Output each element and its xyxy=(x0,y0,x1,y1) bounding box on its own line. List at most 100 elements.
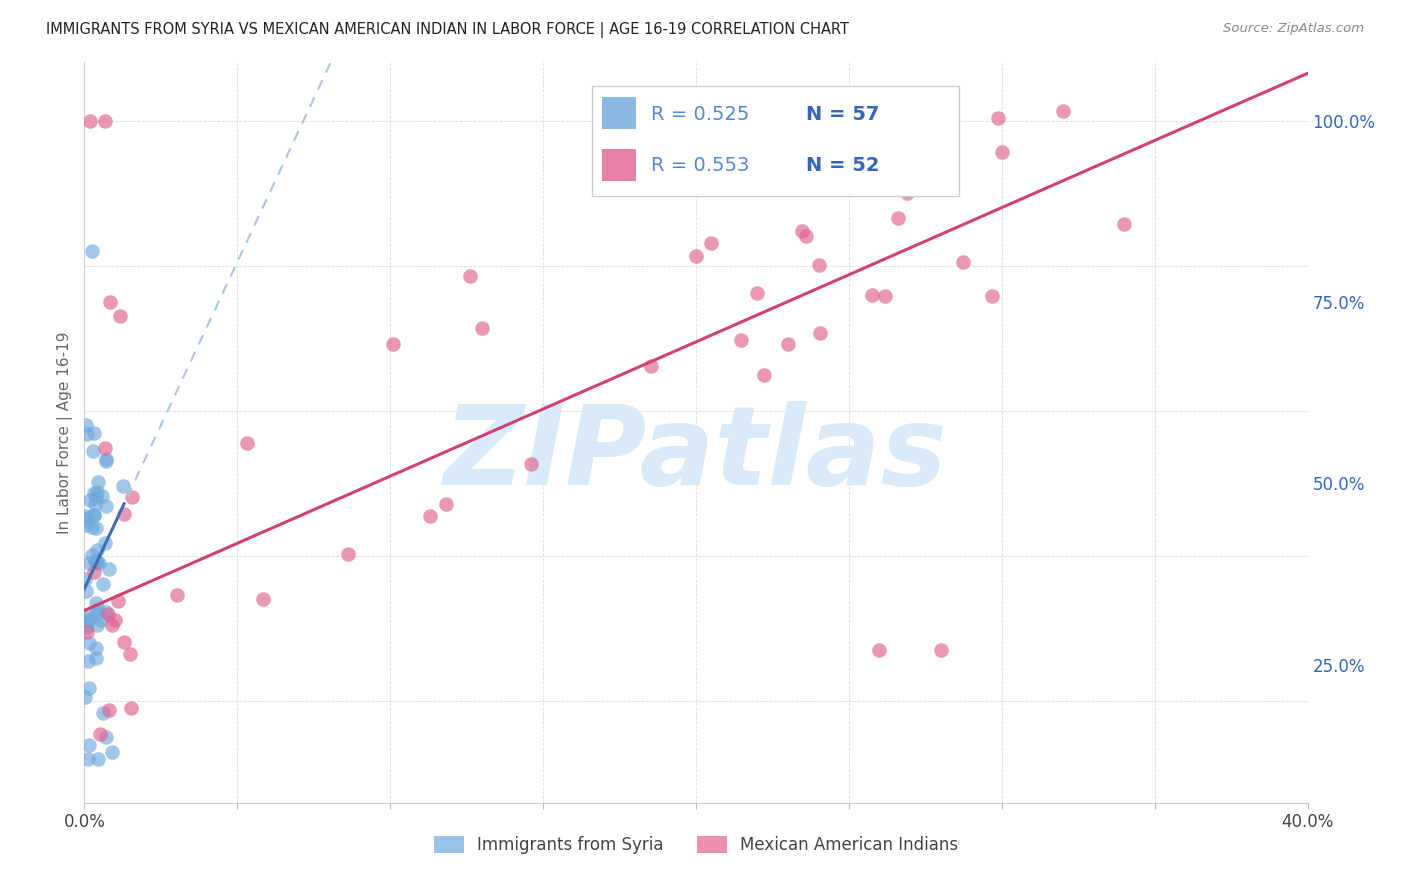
Point xyxy=(76,510,98,524)
Point xyxy=(87,475,110,489)
Point xyxy=(236,436,259,450)
Point xyxy=(77,654,100,668)
Text: R = 0.553: R = 0.553 xyxy=(651,156,749,176)
Point xyxy=(86,543,108,558)
Point xyxy=(94,454,117,468)
Text: Source: ZipAtlas.com: Source: ZipAtlas.com xyxy=(1223,22,1364,36)
Point xyxy=(84,641,107,656)
Point xyxy=(873,289,896,303)
Point xyxy=(640,359,662,374)
Point xyxy=(77,738,100,752)
Point xyxy=(86,485,108,500)
Point xyxy=(89,727,111,741)
Point xyxy=(94,452,117,467)
Point xyxy=(84,491,107,505)
Point xyxy=(84,521,107,535)
Point xyxy=(76,608,98,623)
Point xyxy=(76,613,98,627)
Point xyxy=(382,336,405,351)
Bar xyxy=(602,149,636,181)
Point xyxy=(83,425,105,440)
Point xyxy=(96,731,118,745)
Point xyxy=(75,573,97,587)
Point xyxy=(86,555,108,569)
Point xyxy=(75,584,97,599)
Point xyxy=(76,427,98,442)
Point xyxy=(100,618,122,632)
Point xyxy=(84,650,107,665)
Y-axis label: In Labor Force | Age 16-19: In Labor Force | Age 16-19 xyxy=(58,331,73,534)
Point xyxy=(94,113,117,128)
Point xyxy=(76,625,98,640)
Point xyxy=(83,554,105,568)
Point xyxy=(83,508,105,523)
Text: IMMIGRANTS FROM SYRIA VS MEXICAN AMERICAN INDIAN IN LABOR FORCE | AGE 16-19 CORR: IMMIGRANTS FROM SYRIA VS MEXICAN AMERICA… xyxy=(46,22,849,38)
Point xyxy=(94,605,117,619)
Text: N = 52: N = 52 xyxy=(806,156,880,176)
Point xyxy=(699,235,721,250)
Point xyxy=(93,441,115,455)
Point xyxy=(112,507,135,521)
FancyBboxPatch shape xyxy=(592,87,959,195)
Point xyxy=(79,557,101,571)
Point xyxy=(104,614,127,628)
Point xyxy=(336,547,359,561)
Point xyxy=(91,577,114,591)
Point xyxy=(808,258,831,272)
Point xyxy=(79,681,101,696)
Point xyxy=(981,289,1004,303)
Point xyxy=(252,591,274,606)
Point xyxy=(86,618,108,632)
Point xyxy=(83,486,105,500)
Point xyxy=(121,491,143,505)
Point xyxy=(75,417,97,432)
Point xyxy=(97,562,120,576)
Point xyxy=(471,320,494,334)
Point xyxy=(419,508,441,523)
Point xyxy=(83,497,105,511)
Point xyxy=(166,588,188,602)
Point xyxy=(97,607,120,622)
Point xyxy=(118,647,141,661)
Point xyxy=(1114,218,1136,232)
Point xyxy=(887,211,910,225)
Point xyxy=(747,286,769,301)
Point xyxy=(77,636,100,650)
Point xyxy=(83,508,105,522)
Point xyxy=(79,113,101,128)
Point xyxy=(86,606,108,620)
Point xyxy=(76,619,98,633)
Point xyxy=(87,752,110,766)
Point xyxy=(987,111,1010,125)
Point xyxy=(808,326,831,341)
Point xyxy=(520,457,543,471)
Point xyxy=(120,701,142,715)
Point xyxy=(790,224,813,238)
Point xyxy=(94,500,117,514)
Point xyxy=(929,643,952,657)
Point xyxy=(100,745,122,759)
Point xyxy=(896,186,918,200)
Point xyxy=(112,635,135,649)
Point xyxy=(82,443,104,458)
Point xyxy=(75,518,97,533)
Point xyxy=(848,120,870,135)
Point xyxy=(730,333,752,347)
Point xyxy=(752,368,775,383)
Legend: Immigrants from Syria, Mexican American Indians: Immigrants from Syria, Mexican American … xyxy=(427,830,965,861)
Point xyxy=(112,478,135,492)
Point xyxy=(83,565,105,579)
Point xyxy=(80,244,103,259)
Point xyxy=(107,593,129,607)
Point xyxy=(794,228,817,243)
Point xyxy=(97,702,120,716)
Point xyxy=(84,555,107,569)
Point xyxy=(98,295,121,310)
Point xyxy=(87,602,110,616)
Point xyxy=(776,337,799,351)
Point xyxy=(110,310,132,324)
Point xyxy=(77,752,100,766)
Point xyxy=(79,612,101,626)
Point xyxy=(869,643,891,657)
Text: ZIPatlas: ZIPatlas xyxy=(444,401,948,508)
